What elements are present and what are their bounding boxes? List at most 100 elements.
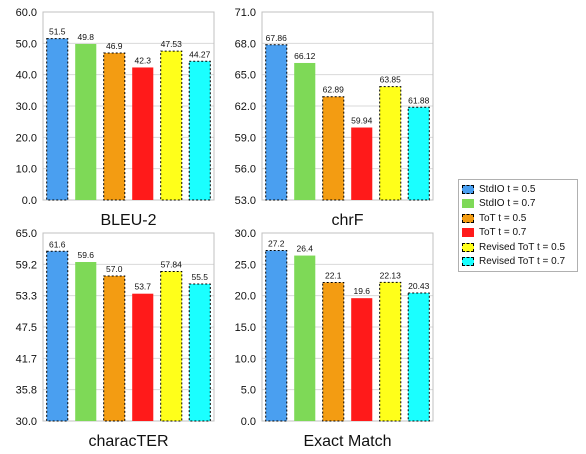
y-tick-label: 40.0	[16, 70, 37, 82]
bar-value-label: 57.84	[161, 259, 183, 269]
bar	[407, 106, 430, 201]
bar-value-label: 67.86	[266, 33, 288, 43]
bar-value-label: 47.53	[161, 39, 183, 49]
bar	[379, 281, 402, 422]
bar-value-label: 22.13	[380, 270, 402, 280]
bar	[160, 270, 183, 422]
y-tick-label: 20.0	[235, 291, 256, 303]
subplot-title: Exact Match	[303, 433, 391, 450]
legend-swatch	[462, 184, 474, 194]
bar-value-label: 42.3	[134, 55, 151, 65]
bar	[46, 250, 69, 422]
bar	[160, 50, 183, 201]
legend-item: Revised ToT t = 0.7	[462, 255, 574, 270]
bar	[75, 43, 97, 201]
y-tick-label: 10.0	[235, 353, 256, 365]
legend-label: StdIO t = 0.5	[479, 183, 536, 195]
subplot-bleu-2: 0.0 10.0 20.0 30.0 40.0 50.0 60.0 51.5 49.8 46.9 4…	[16, 7, 215, 229]
y-tick-label: 5.0	[241, 385, 256, 397]
bar	[351, 127, 373, 200]
y-tick-label: 50.0	[16, 38, 37, 50]
bar-value-label: 57.0	[106, 264, 123, 274]
legend-item: Revised ToT t = 0.5	[462, 240, 574, 255]
legend-label: ToT t = 0.7	[479, 227, 527, 239]
bar	[103, 275, 126, 422]
y-tick-label: 59.2	[16, 259, 37, 271]
y-tick-label: 47.5	[16, 322, 37, 334]
bar	[188, 60, 211, 201]
y-tick-label: 60.0	[16, 7, 37, 19]
subplot-title: characTER	[88, 433, 168, 450]
bar	[379, 86, 402, 201]
legend-label: Revised ToT t = 0.5	[479, 241, 566, 253]
bar	[132, 293, 154, 421]
bar	[103, 52, 126, 201]
legend-item: StdIO t = 0.5	[462, 182, 574, 197]
y-tick-label: 53.0	[235, 195, 256, 207]
bar-value-label: 44.27	[189, 49, 211, 59]
subplot-exact-match: 0.0 5.0 10.0 15.0 20.0 25.0 30.0 27.2 26.4 22.1 19…	[235, 228, 434, 450]
bar	[265, 44, 288, 201]
y-tick-label: 41.7	[16, 353, 37, 365]
y-tick-label: 30.0	[235, 228, 256, 240]
bar	[294, 255, 316, 421]
legend-label: Revised ToT t = 0.7	[479, 256, 566, 268]
y-tick-label: 62.0	[235, 101, 256, 113]
y-tick-label: 35.8	[16, 385, 37, 397]
bar-value-label: 61.6	[49, 239, 66, 249]
bar	[322, 282, 345, 422]
bar-value-label: 59.94	[351, 116, 373, 126]
bar	[407, 292, 430, 422]
bar	[265, 250, 288, 422]
bar-value-label: 51.5	[49, 27, 66, 37]
plot-frame	[42, 11, 215, 201]
bar	[132, 67, 154, 201]
y-tick-label: 68.0	[235, 38, 256, 50]
bar-value-label: 63.85	[380, 75, 402, 85]
subplot-title: BLEU-2	[100, 212, 156, 229]
y-tick-label: 59.0	[235, 132, 256, 144]
subplot-character: 30.0 35.8 41.7 47.5 53.3 59.2 65.0 61.6 59.6 57.0…	[16, 228, 215, 450]
legend-item: ToT t = 0.7	[462, 226, 574, 241]
bar-value-label: 59.6	[77, 250, 94, 260]
legend-item: ToT t = 0.5	[462, 211, 574, 226]
y-tick-label: 15.0	[235, 322, 256, 334]
y-tick-label: 65.0	[235, 70, 256, 82]
bar	[294, 62, 316, 200]
bar-value-label: 27.2	[268, 239, 285, 249]
chart-legend: StdIO t = 0.5 StdIO t = 0.7 ToT t = 0.5 …	[458, 179, 578, 272]
subplot-chrf: 53.0 56.0 59.0 62.0 65.0 68.0 71.0 67.86 66.12 62…	[235, 7, 434, 229]
y-tick-label: 30.0	[16, 416, 37, 428]
bar-value-label: 53.7	[134, 282, 151, 292]
plot-frame	[261, 232, 434, 422]
legend-label: StdIO t = 0.7	[479, 198, 536, 210]
bar-value-label: 61.88	[408, 95, 430, 105]
y-tick-label: 71.0	[235, 7, 256, 19]
y-tick-label: 0.0	[22, 195, 37, 207]
bar-value-label: 49.8	[77, 32, 94, 42]
plot-frame	[42, 232, 215, 422]
bar-value-label: 22.1	[325, 271, 342, 281]
bar-value-label: 66.12	[294, 51, 316, 61]
bar-value-label: 26.4	[296, 244, 313, 254]
bar-value-label: 19.6	[353, 286, 370, 296]
legend-swatch	[462, 228, 474, 238]
plot-frame	[261, 11, 434, 201]
bar	[322, 96, 345, 201]
bar	[188, 283, 211, 422]
y-tick-label: 56.0	[235, 164, 256, 176]
bar-value-label: 62.89	[323, 85, 345, 95]
legend-label: ToT t = 0.5	[479, 212, 527, 224]
legend-swatch	[462, 242, 474, 252]
bar	[75, 262, 97, 421]
legend-swatch	[462, 213, 474, 223]
bar-value-label: 20.43	[408, 281, 430, 291]
bar	[351, 298, 373, 421]
y-tick-label: 53.3	[16, 291, 37, 303]
legend-swatch	[462, 199, 474, 209]
y-tick-label: 10.0	[16, 164, 37, 176]
legend-item: StdIO t = 0.7	[462, 197, 574, 212]
y-tick-label: 0.0	[241, 416, 256, 428]
subplot-title: chrF	[332, 212, 364, 229]
